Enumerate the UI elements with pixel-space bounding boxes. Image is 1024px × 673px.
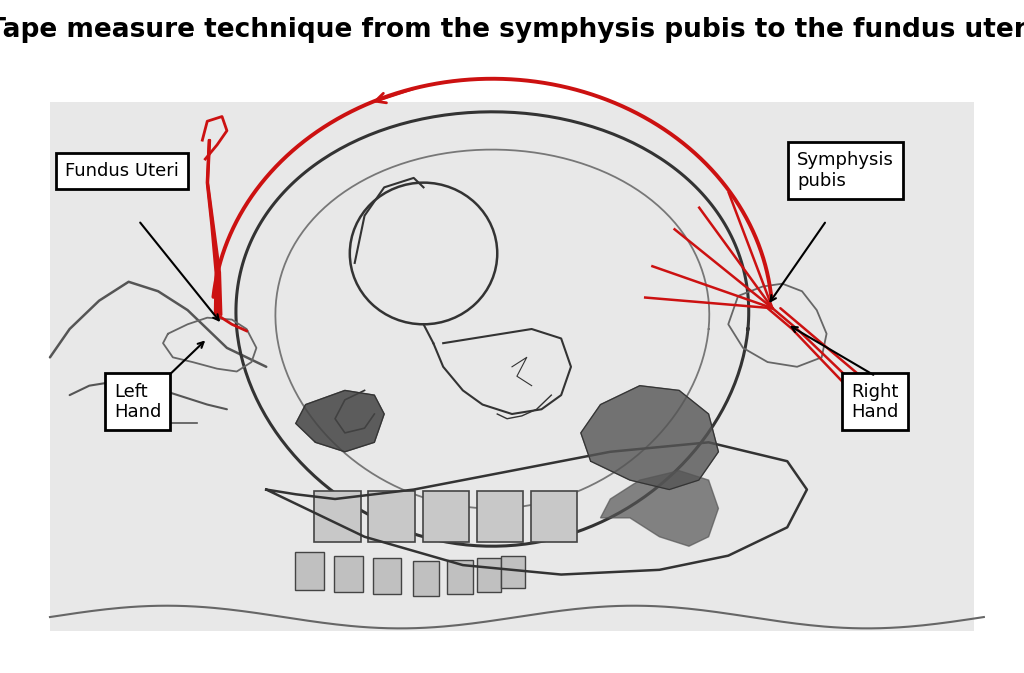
Text: Fundus Uteri: Fundus Uteri [65, 162, 178, 180]
Polygon shape [296, 390, 384, 452]
FancyBboxPatch shape [423, 491, 469, 542]
FancyBboxPatch shape [413, 561, 439, 596]
Text: Symphysis
pubis: Symphysis pubis [797, 151, 894, 190]
FancyBboxPatch shape [476, 491, 523, 542]
Text: Right
Hand: Right Hand [851, 382, 898, 421]
FancyBboxPatch shape [476, 559, 501, 592]
FancyBboxPatch shape [369, 491, 415, 542]
FancyBboxPatch shape [501, 556, 524, 588]
Text: Tape measure technique from the symphysis pubis to the fundus uteri: Tape measure technique from the symphysi… [0, 17, 1024, 43]
FancyBboxPatch shape [295, 552, 325, 590]
FancyBboxPatch shape [374, 559, 401, 594]
FancyBboxPatch shape [530, 491, 577, 542]
Polygon shape [600, 470, 719, 546]
FancyBboxPatch shape [314, 491, 360, 542]
Text: Left
Hand: Left Hand [114, 382, 161, 421]
FancyBboxPatch shape [447, 561, 473, 594]
Polygon shape [581, 386, 719, 489]
FancyBboxPatch shape [334, 556, 362, 592]
